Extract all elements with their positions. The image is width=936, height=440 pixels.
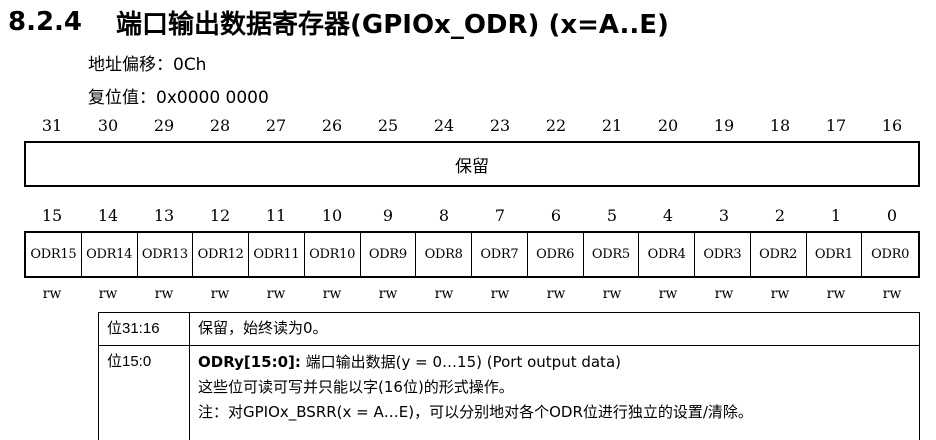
reserved-label: 保留 [455,152,489,177]
bit-number: 31 [24,116,80,136]
register-field: ODR1 [807,233,863,276]
bit-number: 6 [528,206,584,226]
register-field: ODR6 [528,233,584,276]
field-name: ODRy[15:0]: [198,353,301,371]
access-type: rw [640,286,696,304]
bit-number: 30 [80,116,136,136]
register-field: ODR5 [584,233,640,276]
access-type: rw [24,286,80,304]
section-heading: 8.2.4 端口输出数据寄存器(GPIOx_ODR) (x=A..E) [8,2,669,42]
bit-number: 20 [640,116,696,136]
bit-number: 12 [192,206,248,226]
reserved-field: 保留 [24,141,920,187]
access-type: rw [864,286,920,304]
access-type: rw [248,286,304,304]
register-field: ODR4 [639,233,695,276]
register-field: ODR3 [695,233,751,276]
access-type: rw [808,286,864,304]
bit-description: 保留，始终读为0。 [190,313,920,346]
bit-number: 8 [416,206,472,226]
register-field: ODR12 [193,233,249,276]
table-row: 位15:0 ODRy[15:0]: 端口输出数据(y = 0…15) (Port… [99,346,920,440]
table-row: 位31:16 保留，始终读为0。 [99,313,920,346]
access-type: rw [304,286,360,304]
field-detail: 这些位可读可写并只能以字(16位)的形式操作。 [198,375,911,400]
bit-range: 位15:0 [99,346,190,440]
bit-number: 24 [416,116,472,136]
bit-number: 0 [864,206,920,226]
access-type: rw [472,286,528,304]
bit-number: 5 [584,206,640,226]
bit-description: ODRy[15:0]: 端口输出数据(y = 0…15) (Port outpu… [190,346,920,440]
access-type: rw [528,286,584,304]
section-title: 端口输出数据寄存器(GPIOx_ODR) (x=A..E) [116,4,669,41]
access-type: rw [416,286,472,304]
access-type: rw [360,286,416,304]
bit-number: 11 [248,206,304,226]
bit-number: 4 [640,206,696,226]
bit-number: 1 [808,206,864,226]
field-note: 注：对GPIOx_BSRR(x = A…E)，可以分别地对各个ODR位进行独立的… [198,400,911,425]
section-number: 8.2.4 [8,7,116,37]
bit-number: 27 [248,116,304,136]
bit-number: 2 [752,206,808,226]
bit-number: 3 [696,206,752,226]
bit-number: 29 [136,116,192,136]
bit-number: 16 [864,116,920,136]
bit-number: 14 [80,206,136,226]
bit-number: 19 [696,116,752,136]
access-type: rw [192,286,248,304]
bit-number: 7 [472,206,528,226]
bit-number: 28 [192,116,248,136]
reset-value: 复位值：0x0000 0000 [88,83,269,108]
bit-number: 9 [360,206,416,226]
register-field: ODR14 [82,233,138,276]
register-field: ODR8 [416,233,472,276]
bit-number: 22 [528,116,584,136]
bit-number: 17 [808,116,864,136]
access-type: rw [136,286,192,304]
field-summary: 端口输出数据(y = 0…15) (Port output data) [301,353,621,371]
address-offset: 地址偏移：0Ch [88,50,206,75]
register-field: ODR9 [361,233,417,276]
bit-number: 25 [360,116,416,136]
bit-number: 18 [752,116,808,136]
register-field: ODR10 [305,233,361,276]
bit-description-table: 位31:16 保留，始终读为0。 位15:0 ODRy[15:0]: 端口输出数… [98,312,920,440]
register-field: ODR7 [472,233,528,276]
register-field: ODR11 [249,233,305,276]
bit-number: 15 [24,206,80,226]
register-field: ODR0 [862,233,918,276]
access-type: rw [584,286,640,304]
bit-number: 26 [304,116,360,136]
register-field: ODR2 [751,233,807,276]
bit-number: 21 [584,116,640,136]
register-field: ODR15 [26,233,82,276]
register-field: ODR13 [138,233,194,276]
bit-number: 10 [304,206,360,226]
access-type: rw [752,286,808,304]
access-type: rw [80,286,136,304]
bit-number: 23 [472,116,528,136]
bit-range: 位31:16 [99,313,190,346]
access-type: rw [696,286,752,304]
bit-number: 13 [136,206,192,226]
